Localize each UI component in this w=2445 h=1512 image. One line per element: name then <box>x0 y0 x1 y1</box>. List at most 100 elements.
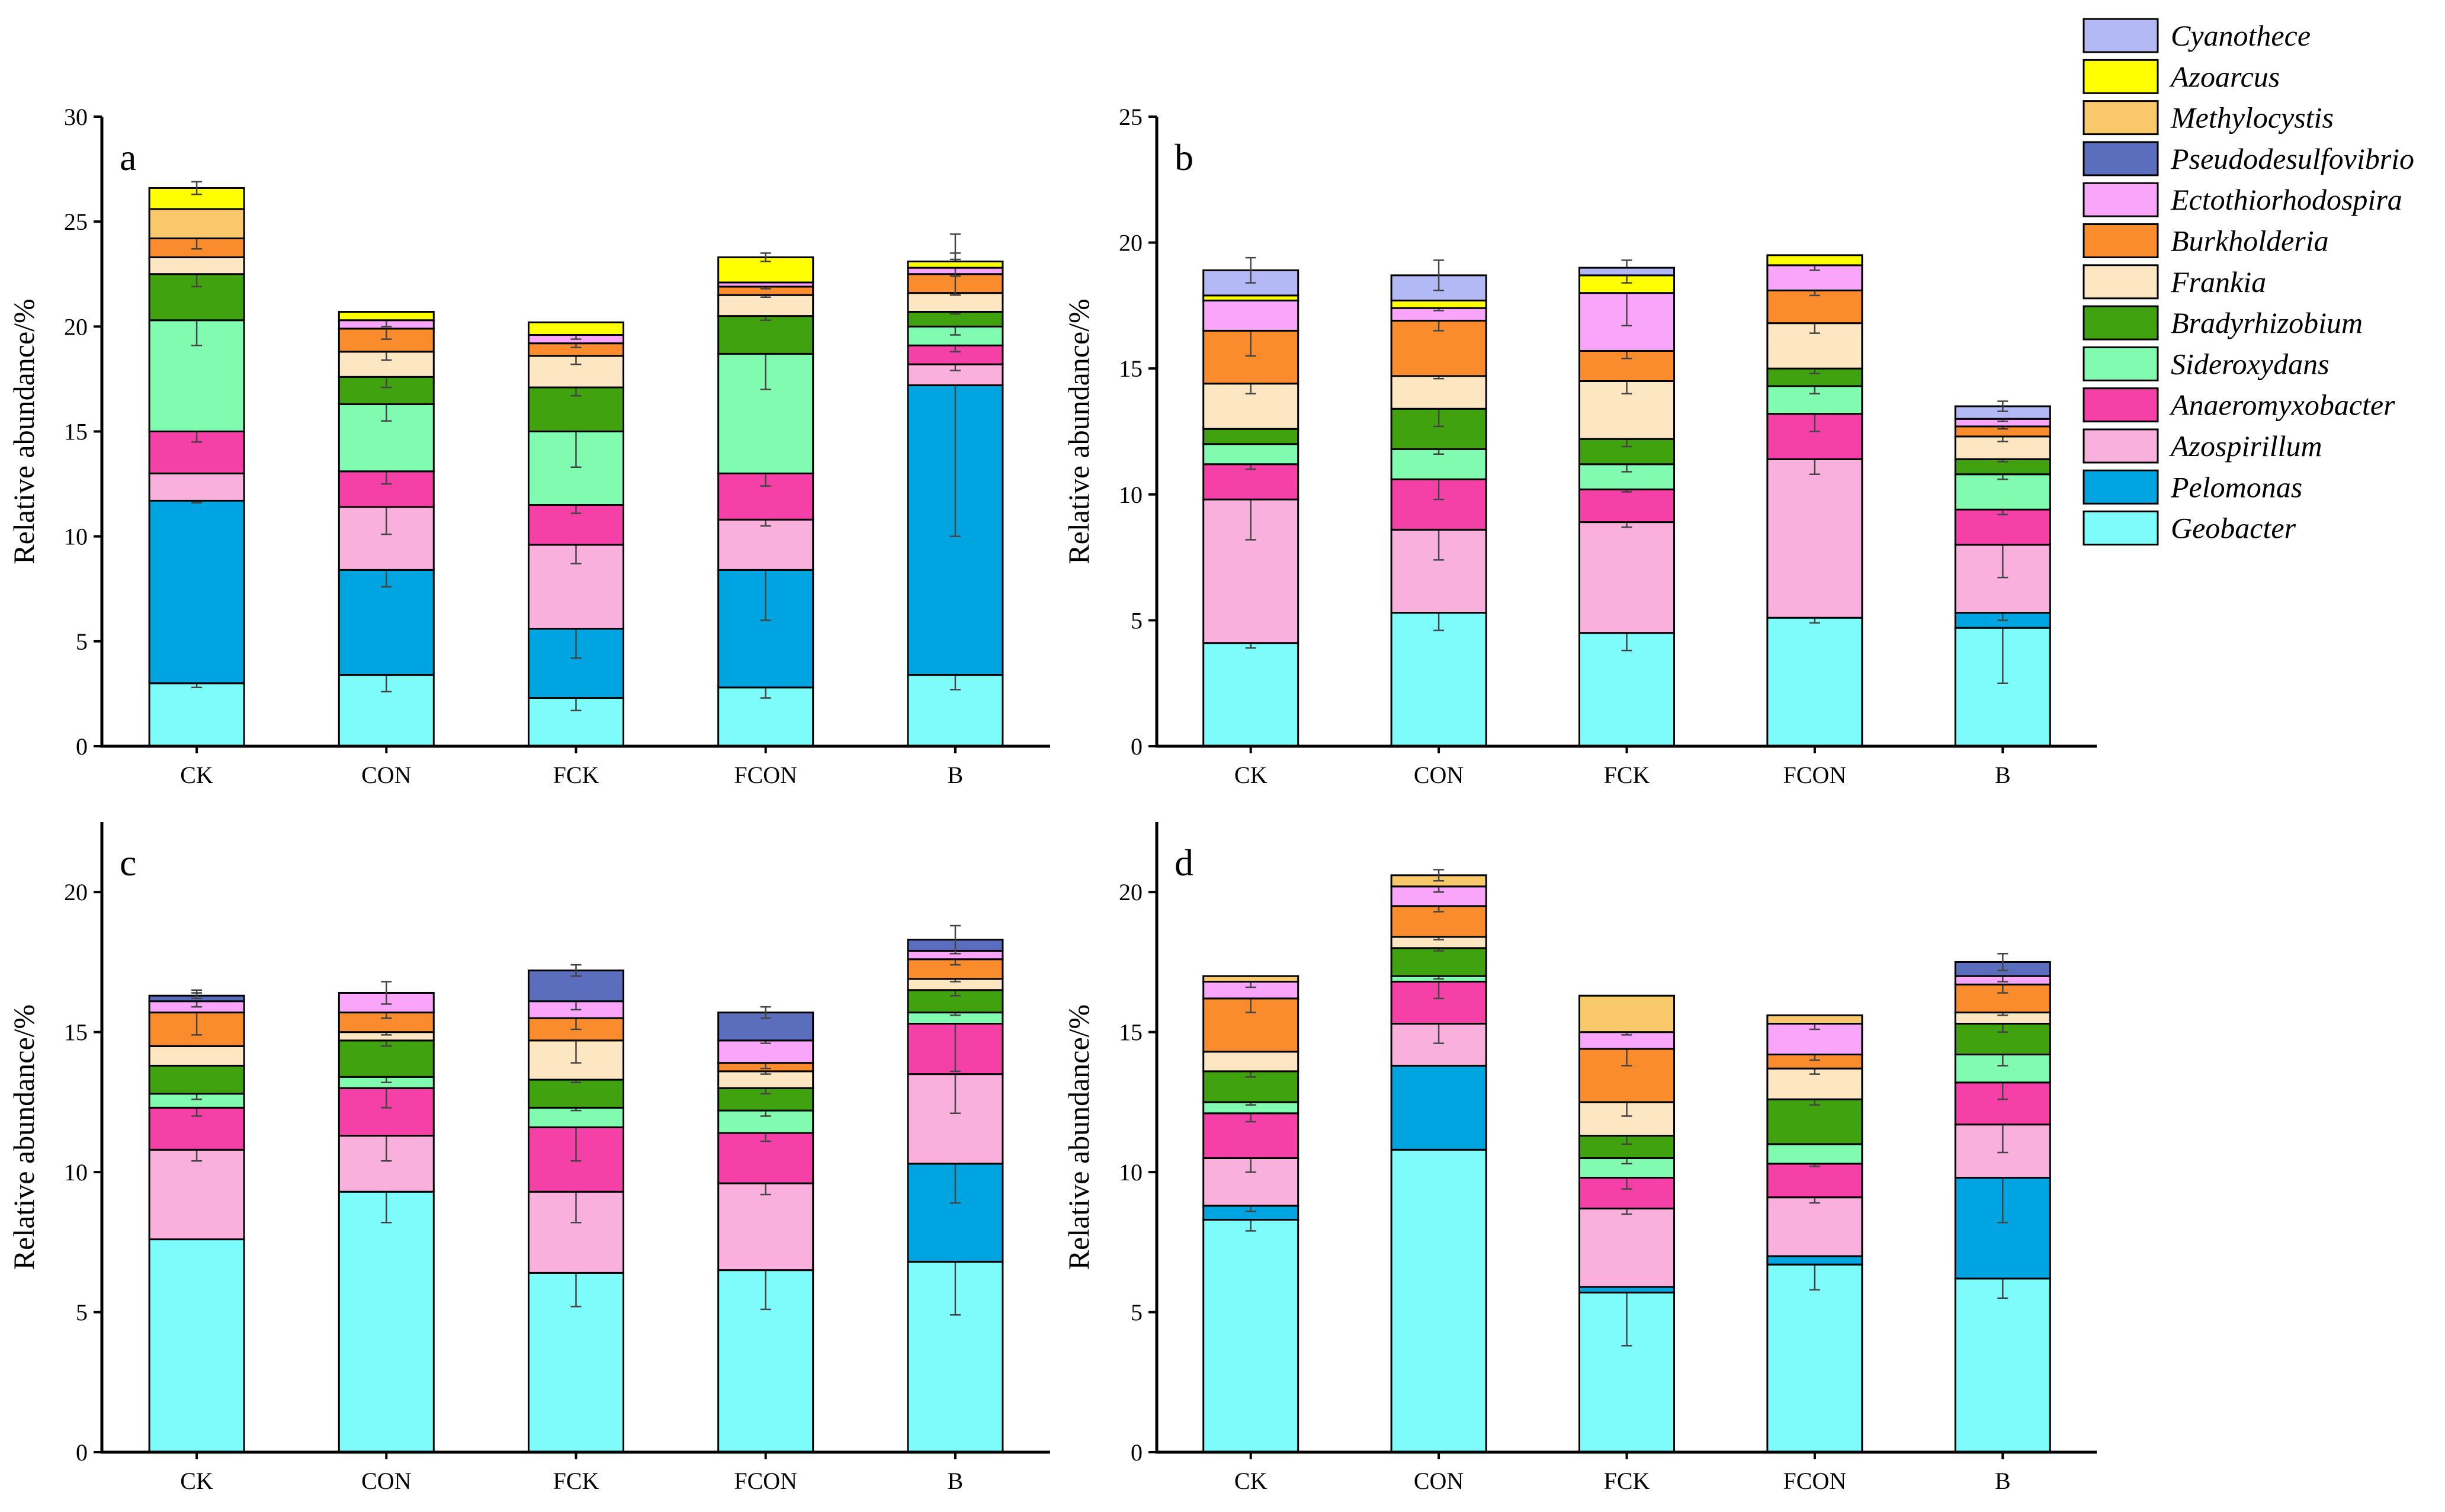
panel-label-a: a <box>120 136 136 178</box>
y-tick-label-c-5: 5 <box>76 1299 88 1326</box>
error-bar-c-ck-pseudodesulfovibrio <box>191 992 203 1000</box>
x-tick-label-b-ck: CK <box>1234 762 1268 788</box>
legend-label-azospirillum: Azospirillum <box>2169 429 2322 463</box>
error-bar-d-b-pseudodesulfovibrio <box>1997 953 2008 971</box>
bar-c-con-geobacter <box>338 1190 435 1453</box>
bar-d-fcon-azospirillum <box>1766 1196 1863 1257</box>
legend-label-burkholderia: Burkholderia <box>2171 224 2329 258</box>
bar-a-ck-geobacter <box>148 682 245 747</box>
error-bar-a-fcon-azoarcus <box>760 252 771 262</box>
legend-label-pelomonas: Pelomonas <box>2170 470 2302 503</box>
legend-item-azospirillum: Azospirillum <box>2083 428 2322 464</box>
x-tick-label-d-b: B <box>1995 1468 2011 1494</box>
x-tick-label-a-con: CON <box>361 762 411 788</box>
x-tick-label-a-ck: CK <box>180 762 213 788</box>
bar-c-ck-bradyrhizobium <box>148 1064 245 1095</box>
bar-b-con-azoarcus <box>1390 299 1487 309</box>
bar-b-ck-geobacter <box>1202 642 1299 747</box>
error-bar-b-ck-cyanothece <box>1245 256 1256 284</box>
error-bar-b-con-cyanothece <box>1433 259 1445 291</box>
x-tick-label-a-fck: FCK <box>553 762 599 788</box>
error-bar-c-b-pseudodesulfovibrio <box>949 924 961 955</box>
bar-b-fck-cyanothece <box>1578 267 1675 277</box>
panel-d: CK CON FCK FCON B 0 5 10 15 20 Relative abundance/… <box>1062 822 2097 1494</box>
legend-label-bradyrhizobium: Bradyrhizobium <box>2171 306 2363 339</box>
panel-label-c: c <box>120 842 136 884</box>
error-bar-b-b-cyanothece <box>1997 400 2008 412</box>
legend-swatch-cyanothece <box>2083 18 2159 53</box>
x-tick-label-b-fcon: FCON <box>1783 762 1847 788</box>
y-axis-title-d: Relative abundance/% <box>1062 1004 1095 1270</box>
x-tick-label-b-b: B <box>1995 762 2011 788</box>
x-tick-label-c-con: CON <box>361 1468 411 1494</box>
y-tick-label-b-5: 5 <box>1131 607 1143 634</box>
bar-b-fck-geobacter <box>1578 632 1675 747</box>
bar-a-fcon-bradyrhizobium <box>717 315 814 355</box>
x-tick-label-a-b: B <box>948 762 964 788</box>
bar-d-fcon-methylocystis <box>1766 1014 1863 1025</box>
legend-item-cyanothece: Cyanothece <box>2083 18 2311 53</box>
y-tick-label-c-15: 15 <box>64 1019 88 1046</box>
legend-item-anaeromyxobacter: Anaeromyxobacter <box>2083 387 2395 423</box>
y-tick-label-a-20: 20 <box>64 313 88 340</box>
legend-swatch-methylocystis <box>2083 100 2159 136</box>
bar-d-fck-bradyrhizobium <box>1578 1135 1675 1159</box>
bar-c-ck-azospirillum <box>148 1148 245 1241</box>
legend-swatch-bradyrhizobium <box>2083 305 2159 341</box>
legend-item-methylocystis: Methylocystis <box>2083 100 2334 136</box>
panel-b: CK CON FCK FCON B 0 5 10 15 20 25 Relative abundanc… <box>1062 104 2097 788</box>
panels: CK CON FCK FCON B 0 5 10 15 20 25 30 Relative abunda… <box>7 104 2097 1494</box>
y-tick-label-a-25: 25 <box>64 208 88 235</box>
bar-b-ck-ectothiorhodospira <box>1202 299 1299 332</box>
legend-item-azoarcus: Azoarcus <box>2083 59 2280 94</box>
legend-label-pseudodesulfovibrio: Pseudodesulfovibrio <box>2170 142 2414 175</box>
y-tick-label-d-15: 15 <box>1119 1019 1143 1046</box>
bar-a-fck-azoarcus <box>528 321 624 336</box>
y-tick-label-a-15: 15 <box>64 419 88 445</box>
bar-d-ck-methylocystis <box>1202 975 1299 983</box>
bar-c-fcon-azospirillum <box>717 1182 814 1272</box>
bar-d-fcon-sideroxydans <box>1766 1143 1863 1165</box>
bar-c-ck-frankia <box>148 1045 245 1067</box>
legend-swatch-burkholderia <box>2083 223 2159 258</box>
y-tick-label-a-30: 30 <box>64 104 88 130</box>
x-tick-label-c-fck: FCK <box>553 1468 599 1494</box>
error-bar-c-fcon-pseudodesulfovibrio <box>760 1006 771 1019</box>
legend-swatch-pseudodesulfovibrio <box>2083 141 2159 176</box>
bar-d-b-geobacter <box>1954 1277 2051 1453</box>
x-tick-label-c-ck: CK <box>180 1468 213 1494</box>
bar-d-fcon-geobacter <box>1766 1263 1863 1453</box>
bar-d-b-anaeromyxobacter <box>1954 1081 2051 1126</box>
y-tick-label-a-5: 5 <box>76 628 88 655</box>
legend-item-geobacter: Geobacter <box>2083 511 2296 546</box>
legend-item-sideroxydans: Sideroxydans <box>2083 346 2330 381</box>
bar-b-fcon-azoarcus <box>1766 254 1863 267</box>
legend-swatch-azoarcus <box>2083 59 2159 94</box>
y-tick-label-d-20: 20 <box>1119 879 1143 906</box>
x-tick-label-c-b: B <box>948 1468 964 1494</box>
legend-label-ectothiorhodospira: Ectothiorhodospira <box>2170 183 2402 216</box>
x-tick-label-d-con: CON <box>1414 1468 1464 1494</box>
legend-item-burkholderia: Burkholderia <box>2083 223 2329 258</box>
legend-item-ectothiorhodospira: Ectothiorhodospira <box>2083 182 2402 217</box>
bar-d-con-bradyrhizobium <box>1390 947 1487 977</box>
bar-a-ck-pelomonas <box>148 499 245 685</box>
error-bar-d-con-methylocystis <box>1433 869 1445 882</box>
bar-a-fcon-azospirillum <box>717 518 814 571</box>
legend-swatch-geobacter <box>2083 511 2159 546</box>
x-tick-label-b-con: CON <box>1414 762 1464 788</box>
bar-a-b-azoarcus <box>907 260 1004 269</box>
bar-b-con-geobacter <box>1390 612 1487 747</box>
legend-item-bradyrhizobium: Bradyrhizobium <box>2083 305 2363 341</box>
legend-swatch-azospirillum <box>2083 428 2159 464</box>
y-tick-label-b-0: 0 <box>1131 733 1143 760</box>
bar-d-fck-methylocystis <box>1578 994 1675 1033</box>
bar-d-ck-geobacter <box>1202 1219 1299 1453</box>
bar-d-fcon-anaeromyxobacter <box>1766 1163 1863 1199</box>
legend-swatch-pelomonas <box>2083 469 2159 505</box>
legend-label-cyanothece: Cyanothece <box>2171 19 2311 52</box>
bar-d-con-pelomonas <box>1390 1064 1487 1151</box>
bar-a-con-azoarcus <box>338 311 435 322</box>
x-tick-label-d-fcon: FCON <box>1783 1468 1847 1494</box>
y-tick-label-d-5: 5 <box>1131 1299 1143 1326</box>
